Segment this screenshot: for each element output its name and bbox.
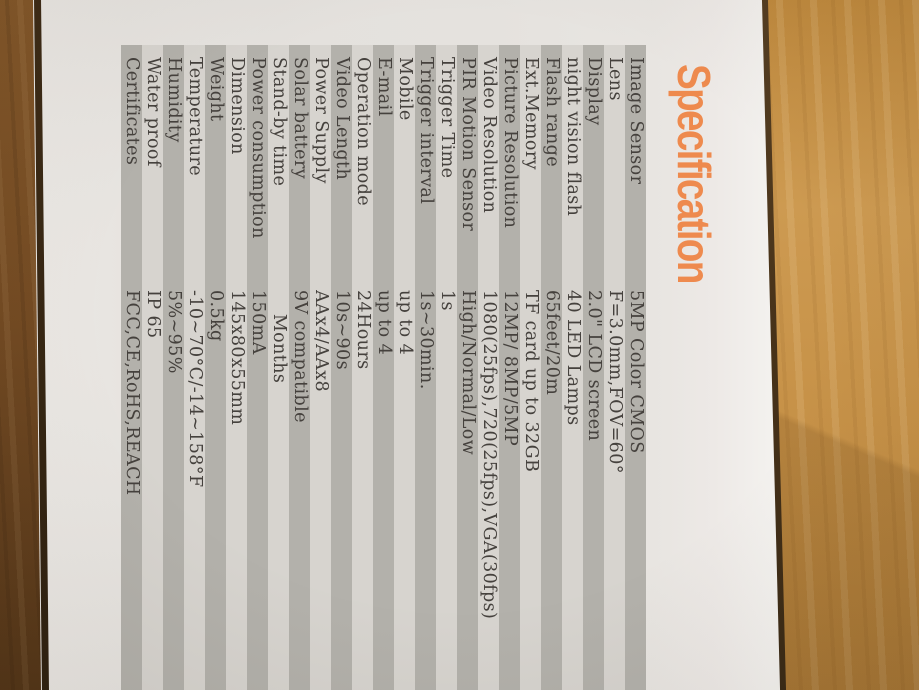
spec-row: Dimension 145x80x55mm	[226, 45, 247, 690]
spec-label: Mobile	[395, 57, 415, 121]
spec-label: Lens	[605, 57, 625, 101]
spec-label: Temperature	[185, 57, 205, 177]
spec-row: Picture Resolution 12MP/ 8MP/5MP	[499, 45, 520, 690]
spec-label: Dimension	[227, 57, 247, 155]
spec-label: Water proof	[143, 57, 163, 167]
spec-label: night vision flash	[563, 57, 583, 217]
spec-row: Power Supply AAx4/AAx8	[310, 45, 331, 690]
spec-label: PIR Motion Sensor	[458, 57, 478, 232]
spec-row: Temperature -10~70°C/-14~158°F	[184, 45, 205, 690]
spec-label: Flash range	[542, 57, 562, 168]
spec-value: F=3.0mm,FOV=60°	[605, 290, 625, 474]
spec-value: High/Normal/Low	[458, 290, 478, 456]
spec-label: Display	[584, 57, 604, 126]
spec-value: -10~70°C/-14~158°F	[185, 290, 205, 488]
spec-value: 1080(25fps),720(25fps),VGA(30fps)	[479, 290, 499, 620]
spec-label: Image Sensor	[626, 57, 646, 185]
spec-row: Operation mode 24Hours	[352, 45, 373, 690]
spec-row: Mobile up to 4	[394, 45, 415, 690]
spec-label: Ext.Memory	[521, 57, 541, 170]
spec-label: Weight	[206, 57, 226, 122]
spec-row: Video Resolution 1080(25fps),720(25fps),V…	[478, 45, 499, 690]
spec-row: night vision flash 40 LED Lamps	[562, 45, 583, 690]
spec-value: 2.0" LCD screen	[584, 290, 604, 442]
spec-row: Video Length 10s~90s	[331, 45, 352, 690]
spec-label: Video Length	[332, 57, 352, 181]
spec-value: 5MP Color CMOS	[626, 290, 646, 454]
spec-value: 9V compatible	[290, 290, 310, 423]
spec-value: 40 LED Lamps	[563, 290, 583, 426]
spec-value: 150mA	[248, 290, 268, 355]
spec-row: Trigger interval 1s~30min.	[415, 45, 436, 690]
spec-row: Weight 0.5kg	[205, 45, 226, 690]
spec-row: Trigger Time 1s	[436, 45, 457, 690]
spec-value: up to 4	[374, 290, 394, 356]
spec-label: Solar battery	[290, 57, 310, 179]
spec-value: TF card up to 32GB	[521, 290, 541, 473]
spec-row: Humidity 5%~95%	[163, 45, 184, 690]
spec-row: Solar battery 9V compatible	[289, 45, 310, 690]
spec-value: 0.5kg	[206, 290, 226, 342]
spec-label: Power consumption	[248, 57, 268, 239]
spec-value: up to 4	[395, 290, 415, 356]
spec-value: 65feet/20m	[542, 290, 562, 396]
spec-label: Stand-by time	[269, 57, 289, 187]
spec-value: 5%~95%	[164, 290, 184, 374]
spec-label: Trigger interval	[416, 57, 436, 205]
spec-label: Picture Resolution	[500, 57, 520, 229]
spec-value: 12MP/ 8MP/5MP	[500, 290, 520, 447]
spec-label: Trigger Time	[437, 57, 457, 179]
spec-label: Video Resolution	[479, 57, 499, 214]
spec-value: 145x80x55mm	[227, 290, 247, 426]
spec-value: 1s~30min.	[416, 290, 436, 390]
spec-row: Ext.Memory TF card up to 32GB	[520, 45, 541, 690]
spec-label: Certificates	[122, 57, 142, 166]
spec-label: Power Supply	[311, 57, 331, 184]
spec-row: E-mail up to 4	[373, 45, 394, 690]
spec-row: Water proof IP 65	[142, 45, 163, 690]
spec-row: Flash range 65feet/20m	[541, 45, 562, 690]
spec-row: Stand-by time Months	[268, 45, 289, 690]
spec-value: 10s~90s	[332, 290, 352, 370]
spec-value: 1s	[437, 290, 457, 311]
spec-value: IP 65	[143, 290, 163, 339]
spec-value: 24Hours	[353, 290, 373, 370]
spec-value: AAx4/AAx8	[311, 290, 331, 393]
spec-label: Operation mode	[353, 57, 373, 206]
page-title: Specification	[668, 64, 720, 283]
spec-value: FCC,CE,RoHS,REACH	[122, 290, 142, 496]
spec-row: Display 2.0" LCD screen	[583, 45, 604, 690]
spec-value: Months	[269, 290, 289, 384]
spec-row: Lens F=3.0mm,FOV=60°	[604, 45, 625, 690]
specification-table: Image Sensor 5MP Color CMOS Lens F=3.0mm,FO…	[121, 45, 646, 690]
spec-row: Certificates FCC,CE,RoHS,REACH	[121, 45, 142, 690]
spec-row: Image Sensor 5MP Color CMOS	[625, 45, 646, 690]
spec-row: PIR Motion Sensor High/Normal/Low	[457, 45, 478, 690]
spec-row: Power consumption 150mA	[247, 45, 268, 690]
spec-label: Humidity	[164, 57, 184, 143]
spec-label: E-mail	[374, 57, 394, 117]
